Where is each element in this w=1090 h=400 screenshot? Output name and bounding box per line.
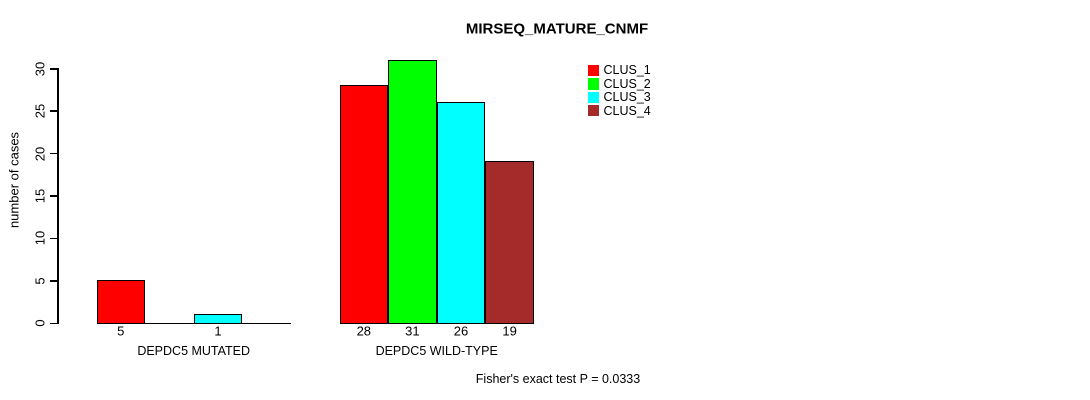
- y-tick: [49, 322, 57, 324]
- bar-clus_3-2: [436, 101, 486, 324]
- y-tick-label: 25: [32, 103, 48, 119]
- bar-clus_3-1: [193, 314, 243, 324]
- legend-label-clus_4: CLUS_4: [603, 103, 651, 118]
- bar-value-label: 28: [356, 323, 372, 339]
- legend-label-clus_1: CLUS_1: [603, 63, 651, 78]
- legend-swatch-clus_4: [587, 104, 599, 117]
- bar-value-label: 31: [405, 323, 420, 339]
- y-tick-label: 30: [32, 61, 48, 76]
- y-tick: [49, 68, 57, 70]
- bar-clus_2-2: [388, 59, 437, 324]
- bar-clus_1-2: [339, 84, 389, 324]
- y-tick: [49, 152, 57, 155]
- y-tick-label: 0: [32, 319, 48, 327]
- bar-value-label: 1: [214, 323, 222, 339]
- y-tick: [49, 195, 57, 197]
- y-tick-label: 5: [32, 277, 48, 285]
- y-tick-label: 10: [32, 231, 48, 246]
- y-tick: [49, 280, 57, 282]
- bar-value-label: 19: [502, 323, 517, 339]
- legend-swatch-clus_1: [587, 64, 599, 77]
- bar-value-label: 5: [117, 323, 125, 339]
- y-axis-line: [57, 68, 59, 324]
- bar-clus_1-1: [96, 280, 146, 324]
- bar-value-label: 26: [453, 323, 469, 339]
- category-label: DEPDC5 WILD-TYPE: [375, 344, 498, 358]
- category-label: DEPDC5 MUTATED: [137, 344, 251, 358]
- y-axis-label: number of cases: [6, 131, 22, 229]
- legend-swatch-clus_3: [587, 91, 599, 103]
- y-tick: [49, 110, 57, 112]
- bar-clus_4-2: [485, 161, 534, 324]
- legend-label-clus_3: CLUS_3: [603, 90, 651, 105]
- legend-label-clus_2: CLUS_2: [603, 76, 651, 91]
- y-tick-label: 20: [32, 146, 48, 161]
- y-tick: [49, 237, 57, 240]
- y-tick-label: 15: [32, 188, 48, 204]
- pvalue-annotation: Fisher's exact test P = 0.0333: [475, 372, 641, 386]
- legend-swatch-clus_2: [587, 78, 599, 90]
- chart-title: MIRSEQ_MATURE_CNMF: [465, 20, 649, 38]
